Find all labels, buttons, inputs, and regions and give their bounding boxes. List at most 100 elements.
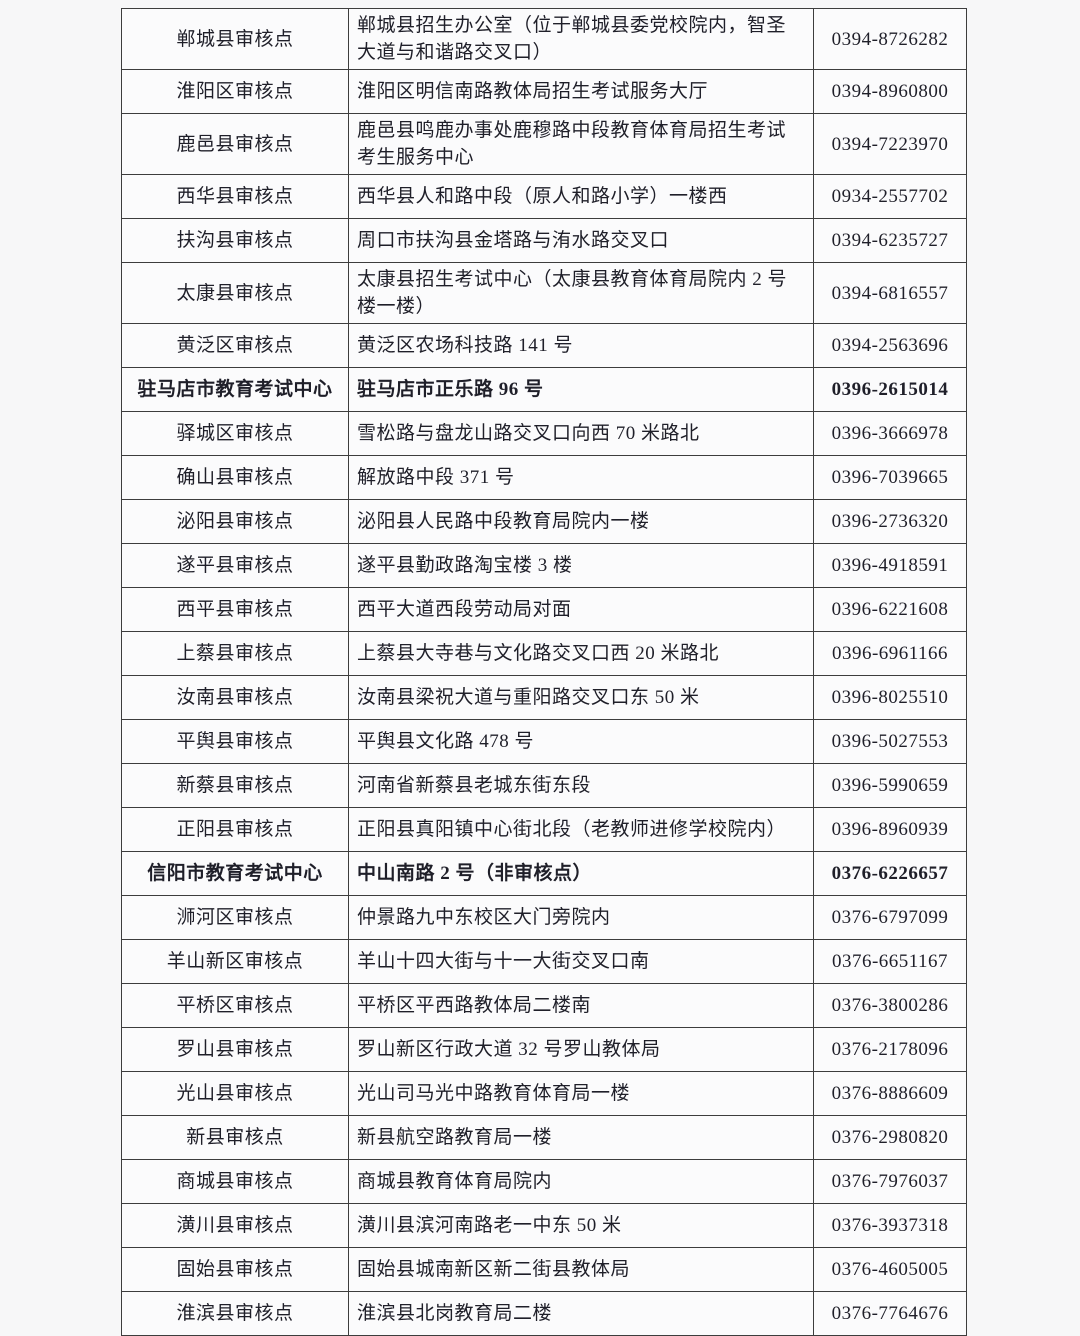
table-row: 扶沟县审核点 周口市扶沟县金塔路与洧水路交叉口 0394-6235727 [121,218,967,263]
phone-number-cell: 0396-7039665 [813,455,967,500]
phone-number-cell: 0376-7764676 [813,1291,967,1336]
review-point-name-cell: 遂平县审核点 [121,543,349,588]
address-cell: 光山司马光中路教育体育局一楼 [348,1071,814,1116]
review-point-name-cell: 确山县审核点 [121,455,349,500]
phone-number-cell: 0396-8960939 [813,807,967,852]
table-row: 确山县审核点 解放路中段 371 号 0396-7039665 [121,455,967,500]
review-point-name-cell: 黄泛区审核点 [121,323,349,368]
review-point-name-cell: 淮阳区审核点 [121,69,349,114]
address-cell: 平桥区平西路教体局二楼南 [348,983,814,1028]
address-cell: 解放路中段 371 号 [348,455,814,500]
table-row: 光山县审核点 光山司马光中路教育体育局一楼 0376-8886609 [121,1071,967,1116]
review-point-name-cell: 正阳县审核点 [121,807,349,852]
review-point-name-cell: 汝南县审核点 [121,675,349,720]
review-point-name-cell: 平桥区审核点 [121,983,349,1028]
phone-number-cell: 0396-4918591 [813,543,967,588]
review-point-name-cell: 信阳市教育考试中心 [121,851,349,896]
review-point-name-cell: 泌阳县审核点 [121,499,349,544]
review-point-name-cell: 西平县审核点 [121,587,349,632]
phone-number-cell: 0394-7223970 [813,113,967,175]
table-row: 新县审核点 新县航空路教育局一楼 0376-2980820 [121,1115,967,1160]
table-row: 浉河区审核点 仲景路九中东校区大门旁院内 0376-6797099 [121,895,967,940]
address-cell: 商城县教育体育局院内 [348,1159,814,1204]
address-cell: 平舆县文化路 478 号 [348,719,814,764]
address-cell: 淮阳区明信南路教体局招生考试服务大厅 [348,69,814,114]
phone-number-cell: 0394-6235727 [813,218,967,263]
phone-number-cell: 0376-3937318 [813,1203,967,1248]
table-row: 郸城县审核点 郸城县招生办公室（位于郸城县委党校院内，智圣大道与和谐路交叉口） … [121,8,967,70]
phone-number-cell: 0376-7976037 [813,1159,967,1204]
phone-number-cell: 0394-8960800 [813,69,967,114]
review-point-name-cell: 商城县审核点 [121,1159,349,1204]
review-point-name-cell: 固始县审核点 [121,1247,349,1292]
address-cell: 罗山新区行政大道 32 号罗山教体局 [348,1027,814,1072]
address-cell: 淮滨县北岗教育局二楼 [348,1291,814,1336]
table-row: 太康县审核点 太康县招生考试中心（太康县教育体育局院内 2 号楼一楼） 0394… [121,262,967,324]
table-row: 罗山县审核点 罗山新区行政大道 32 号罗山教体局 0376-2178096 [121,1027,967,1072]
table-row: 正阳县审核点 正阳县真阳镇中心街北段（老教师进修学校院内） 0396-89609… [121,807,967,852]
address-cell: 遂平县勤政路淘宝楼 3 楼 [348,543,814,588]
phone-number-cell: 0396-6961166 [813,631,967,676]
table-row: 信阳市教育考试中心 中山南路 2 号（非审核点） 0376-6226657 [121,851,967,896]
address-cell: 仲景路九中东校区大门旁院内 [348,895,814,940]
review-point-name-cell: 淮滨县审核点 [121,1291,349,1336]
table-row: 平舆县审核点 平舆县文化路 478 号 0396-5027553 [121,719,967,764]
document-page: 郸城县审核点 郸城县招生办公室（位于郸城县委党校院内，智圣大道与和谐路交叉口） … [121,8,967,1336]
phone-number-cell: 0396-5027553 [813,719,967,764]
table-row: 西平县审核点 西平大道西段劳动局对面 0396-6221608 [121,587,967,632]
table-row: 平桥区审核点 平桥区平西路教体局二楼南 0376-3800286 [121,983,967,1028]
review-point-name-cell: 西华县审核点 [121,174,349,219]
address-cell: 鹿邑县鸣鹿办事处鹿穆路中段教育体育局招生考试考生服务中心 [348,113,814,175]
address-cell: 汝南县梁祝大道与重阳路交叉口东 50 米 [348,675,814,720]
review-point-name-cell: 郸城县审核点 [121,8,349,70]
review-point-name-cell: 鹿邑县审核点 [121,113,349,175]
table-row: 西华县审核点 西华县人和路中段（原人和路小学）一楼西 0934-2557702 [121,174,967,219]
address-cell: 西平大道西段劳动局对面 [348,587,814,632]
review-point-name-cell: 太康县审核点 [121,262,349,324]
address-cell: 驻马店市正乐路 96 号 [348,367,814,412]
address-cell: 中山南路 2 号（非审核点） [348,851,814,896]
address-cell: 河南省新蔡县老城东街东段 [348,763,814,808]
table-row: 固始县审核点 固始县城南新区新二街县教体局 0376-4605005 [121,1247,967,1292]
address-cell: 郸城县招生办公室（位于郸城县委党校院内，智圣大道与和谐路交叉口） [348,8,814,70]
review-point-name-cell: 扶沟县审核点 [121,218,349,263]
table-row: 遂平县审核点 遂平县勤政路淘宝楼 3 楼 0396-4918591 [121,543,967,588]
phone-number-cell: 0394-6816557 [813,262,967,324]
phone-number-cell: 0376-8886609 [813,1071,967,1116]
phone-number-cell: 0376-6651167 [813,939,967,984]
table-row: 淮滨县审核点 淮滨县北岗教育局二楼 0376-7764676 [121,1291,967,1336]
table-row: 驻马店市教育考试中心 驻马店市正乐路 96 号 0396-2615014 [121,367,967,412]
address-cell: 上蔡县大寺巷与文化路交叉口西 20 米路北 [348,631,814,676]
address-cell: 雪松路与盘龙山路交叉口向西 70 米路北 [348,411,814,456]
phone-number-cell: 0376-3800286 [813,983,967,1028]
address-cell: 羊山十四大街与十一大街交叉口南 [348,939,814,984]
address-cell: 固始县城南新区新二街县教体局 [348,1247,814,1292]
review-point-name-cell: 罗山县审核点 [121,1027,349,1072]
table-row: 驿城区审核点 雪松路与盘龙山路交叉口向西 70 米路北 0396-3666978 [121,411,967,456]
phone-number-cell: 0376-6226657 [813,851,967,896]
address-cell: 正阳县真阳镇中心街北段（老教师进修学校院内） [348,807,814,852]
review-point-name-cell: 浉河区审核点 [121,895,349,940]
review-point-name-cell: 驿城区审核点 [121,411,349,456]
table-row: 羊山新区审核点 羊山十四大街与十一大街交叉口南 0376-6651167 [121,939,967,984]
phone-number-cell: 0396-5990659 [813,763,967,808]
phone-number-cell: 0394-8726282 [813,8,967,70]
review-points-table-body: 郸城县审核点 郸城县招生办公室（位于郸城县委党校院内，智圣大道与和谐路交叉口） … [121,8,967,1336]
address-cell: 潢川县滨河南路老一中东 50 米 [348,1203,814,1248]
phone-number-cell: 0376-2178096 [813,1027,967,1072]
review-point-name-cell: 上蔡县审核点 [121,631,349,676]
address-cell: 太康县招生考试中心（太康县教育体育局院内 2 号楼一楼） [348,262,814,324]
review-point-name-cell: 新蔡县审核点 [121,763,349,808]
table-row: 潢川县审核点 潢川县滨河南路老一中东 50 米 0376-3937318 [121,1203,967,1248]
address-cell: 周口市扶沟县金塔路与洧水路交叉口 [348,218,814,263]
review-point-name-cell: 羊山新区审核点 [121,939,349,984]
review-point-name-cell: 新县审核点 [121,1115,349,1160]
table-row: 泌阳县审核点 泌阳县人民路中段教育局院内一楼 0396-2736320 [121,499,967,544]
review-point-name-cell: 平舆县审核点 [121,719,349,764]
phone-number-cell: 0394-2563696 [813,323,967,368]
review-point-name-cell: 驻马店市教育考试中心 [121,367,349,412]
phone-number-cell: 0376-6797099 [813,895,967,940]
address-cell: 泌阳县人民路中段教育局院内一楼 [348,499,814,544]
table-row: 商城县审核点 商城县教育体育局院内 0376-7976037 [121,1159,967,1204]
review-point-name-cell: 潢川县审核点 [121,1203,349,1248]
